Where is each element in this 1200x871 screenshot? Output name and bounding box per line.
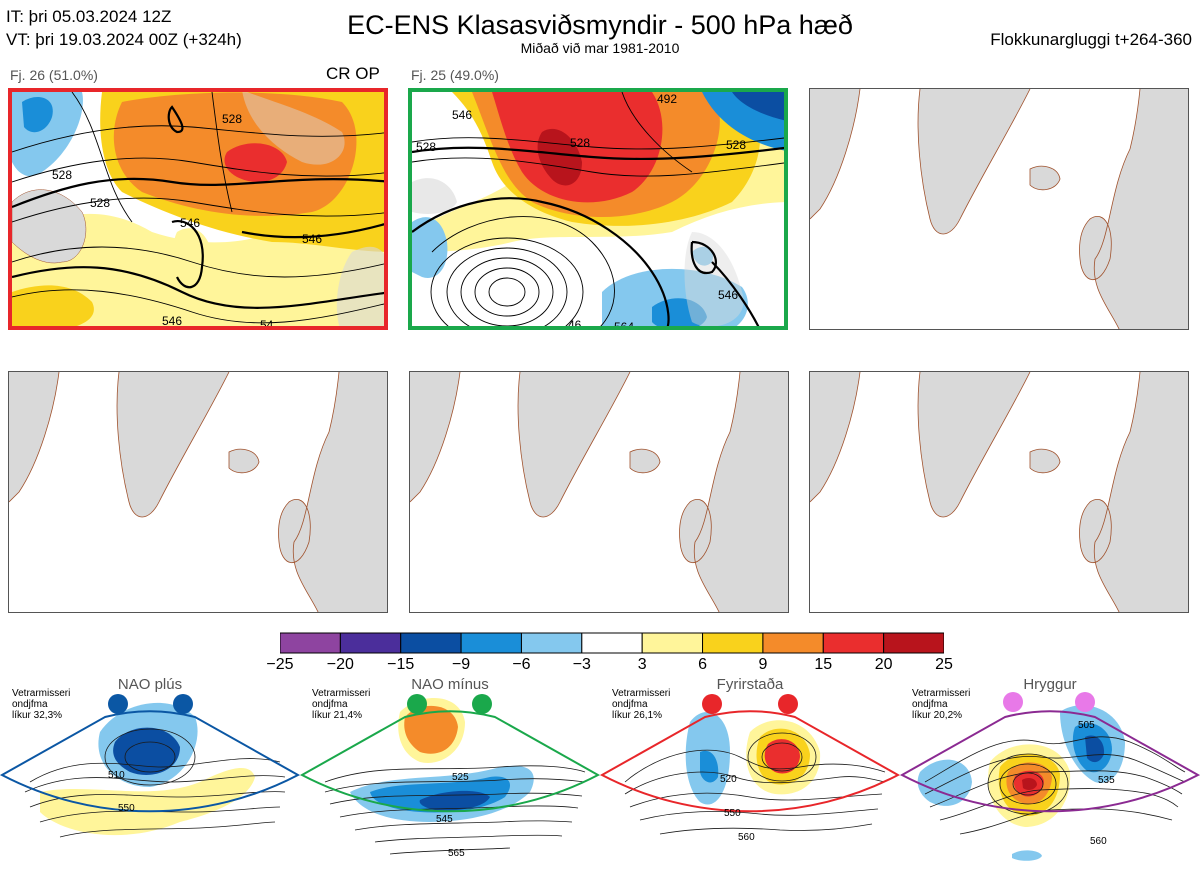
regime-nao-minus-map [300,694,600,855]
page-title: EC-ENS Klasasviðsmyndir - 500 hPa hæð [347,10,853,40]
empty-map-4[interactable] [809,371,1189,613]
contour-label-7: 564 [614,320,635,330]
colorbar-swatch [641,632,704,654]
contour-label: 545 [436,814,453,825]
regime-title: NAO plús [117,676,183,693]
colorbar-swatch [460,632,522,654]
contour-label: 525 [452,772,469,783]
colorbar-swatch [280,632,341,654]
contour-label-6: 46 [568,318,582,330]
contour-label: 510 [108,770,125,781]
contour-label-4: 546 [162,314,183,328]
colorbar-tick-label: −3 [572,656,591,673]
cluster-2-map[interactable]: 528 528 528 492 546 46 564 546 [408,88,788,330]
contour-label: 535 [1098,775,1115,786]
cluster-1-map[interactable]: 528 528 546 546 546 528 54 [8,88,388,330]
cluster-2-map-graphic [412,92,784,326]
contour-label: 520 [720,774,737,785]
contour-label-5: 546 [180,216,201,230]
colorbar-tick-label: 20 [874,656,893,673]
contour-label-8: 546 [718,288,739,302]
regime-title: NAO mínus [411,676,489,693]
colorbar-swatch [883,632,944,654]
colorbar-swatch [400,632,462,654]
land-mask [9,372,387,612]
contour-label-7: 54 [260,318,274,330]
regime-probability: Vetrarmisseri ondjfma líkur 20,2% [912,688,971,721]
colorbar-swatch [581,632,643,654]
colorbar-tick-label: 6 [698,656,707,673]
valid-time: VT: þri 19.03.2024 00Z (+324h) [6,30,242,49]
colorbar-tick-label: 15 [814,656,833,673]
cluster-2-label: Fj. 25 (49.0%) [411,67,499,83]
cluster-1-map-graphic [12,92,384,326]
contour-label: 550 [724,808,741,819]
contour-label: 505 [1078,720,1095,731]
initial-time: IT: þri 05.03.2024 12Z [6,7,172,26]
regime-ridge-map [900,692,1200,861]
contour-label-2: 528 [570,136,591,150]
colorbar-swatch [822,632,885,654]
contour-label: 565 [448,848,465,859]
contour-label-3: 528 [726,138,747,152]
colorbar-tick-label: −25 [266,656,294,673]
regime-blocking-map [600,694,900,835]
contour-label-2: 528 [90,196,111,210]
colorbar-swatch [520,632,583,654]
colorbar-tick-label: 25 [935,656,953,673]
colorbar-tick-label: −15 [387,656,415,673]
contour-label-4: 492 [657,92,678,106]
regime-nao-minus[interactable]: NAO mínus Vetrarmisseri ondjfma líkur 21… [300,672,600,871]
clustering-window: Flokkunargluggi t+264-360 [990,30,1192,49]
contour-label: 550 [118,803,135,814]
colorbar-tick-label: 9 [758,656,768,673]
contour-label: 560 [1090,836,1107,847]
contour-label-1: 528 [416,140,437,154]
regime-title: Hryggur [1023,676,1077,693]
regime-ridge[interactable]: Hryggur Vetrarmisseri ondjfma líkur 20,2… [900,672,1200,871]
regime-title: Fyrirstaða [716,676,784,693]
empty-map-3[interactable] [409,371,789,613]
cluster-1-tags: CR OP [326,64,380,83]
regime-nao-plus[interactable]: NAO plús Vetrarmisseri ondjfma líkur 32,… [0,672,300,871]
contour-label-3: 546 [302,232,323,246]
regime-probability: Vetrarmisseri ondjfma líkur 26,1% [612,688,671,721]
colorbar [280,632,944,654]
regime-probability: Vetrarmisseri ondjfma líkur 32,3% [12,688,71,721]
contour-label: 560 [738,832,755,843]
land-mask [410,372,788,612]
colorbar-swatch [339,632,402,654]
empty-map-1[interactable] [809,88,1189,330]
regime-probability: Vetrarmisseri ondjfma líkur 21,4% [312,688,371,721]
colorbar-tick-label: −9 [451,656,471,673]
cluster-1-label: Fj. 26 (51.0%) [10,67,98,83]
colorbar-tick-label: −20 [326,656,354,673]
colorbar-swatch [702,632,764,654]
regime-nao-plus-map [0,694,300,838]
land-mask [810,89,1188,329]
land-mask [810,372,1188,612]
contour-label-5: 546 [452,108,473,122]
header-times: IT: þri 05.03.2024 12Z VT: þri 19.03.202… [6,5,242,51]
colorbar-tick-label: 3 [637,656,647,673]
empty-map-2[interactable] [8,371,388,613]
regime-blocking[interactable]: Fyrirstaða Vetrarmisseri ondjfma líkur 2… [600,672,900,871]
colorbar-tick-label: −6 [512,656,531,673]
colorbar-swatch [762,632,824,654]
contour-label-1: 528 [52,168,73,182]
page-subtitle: Miðað við mar 1981-2010 [520,40,680,56]
contour-label-6: 528 [222,112,243,126]
